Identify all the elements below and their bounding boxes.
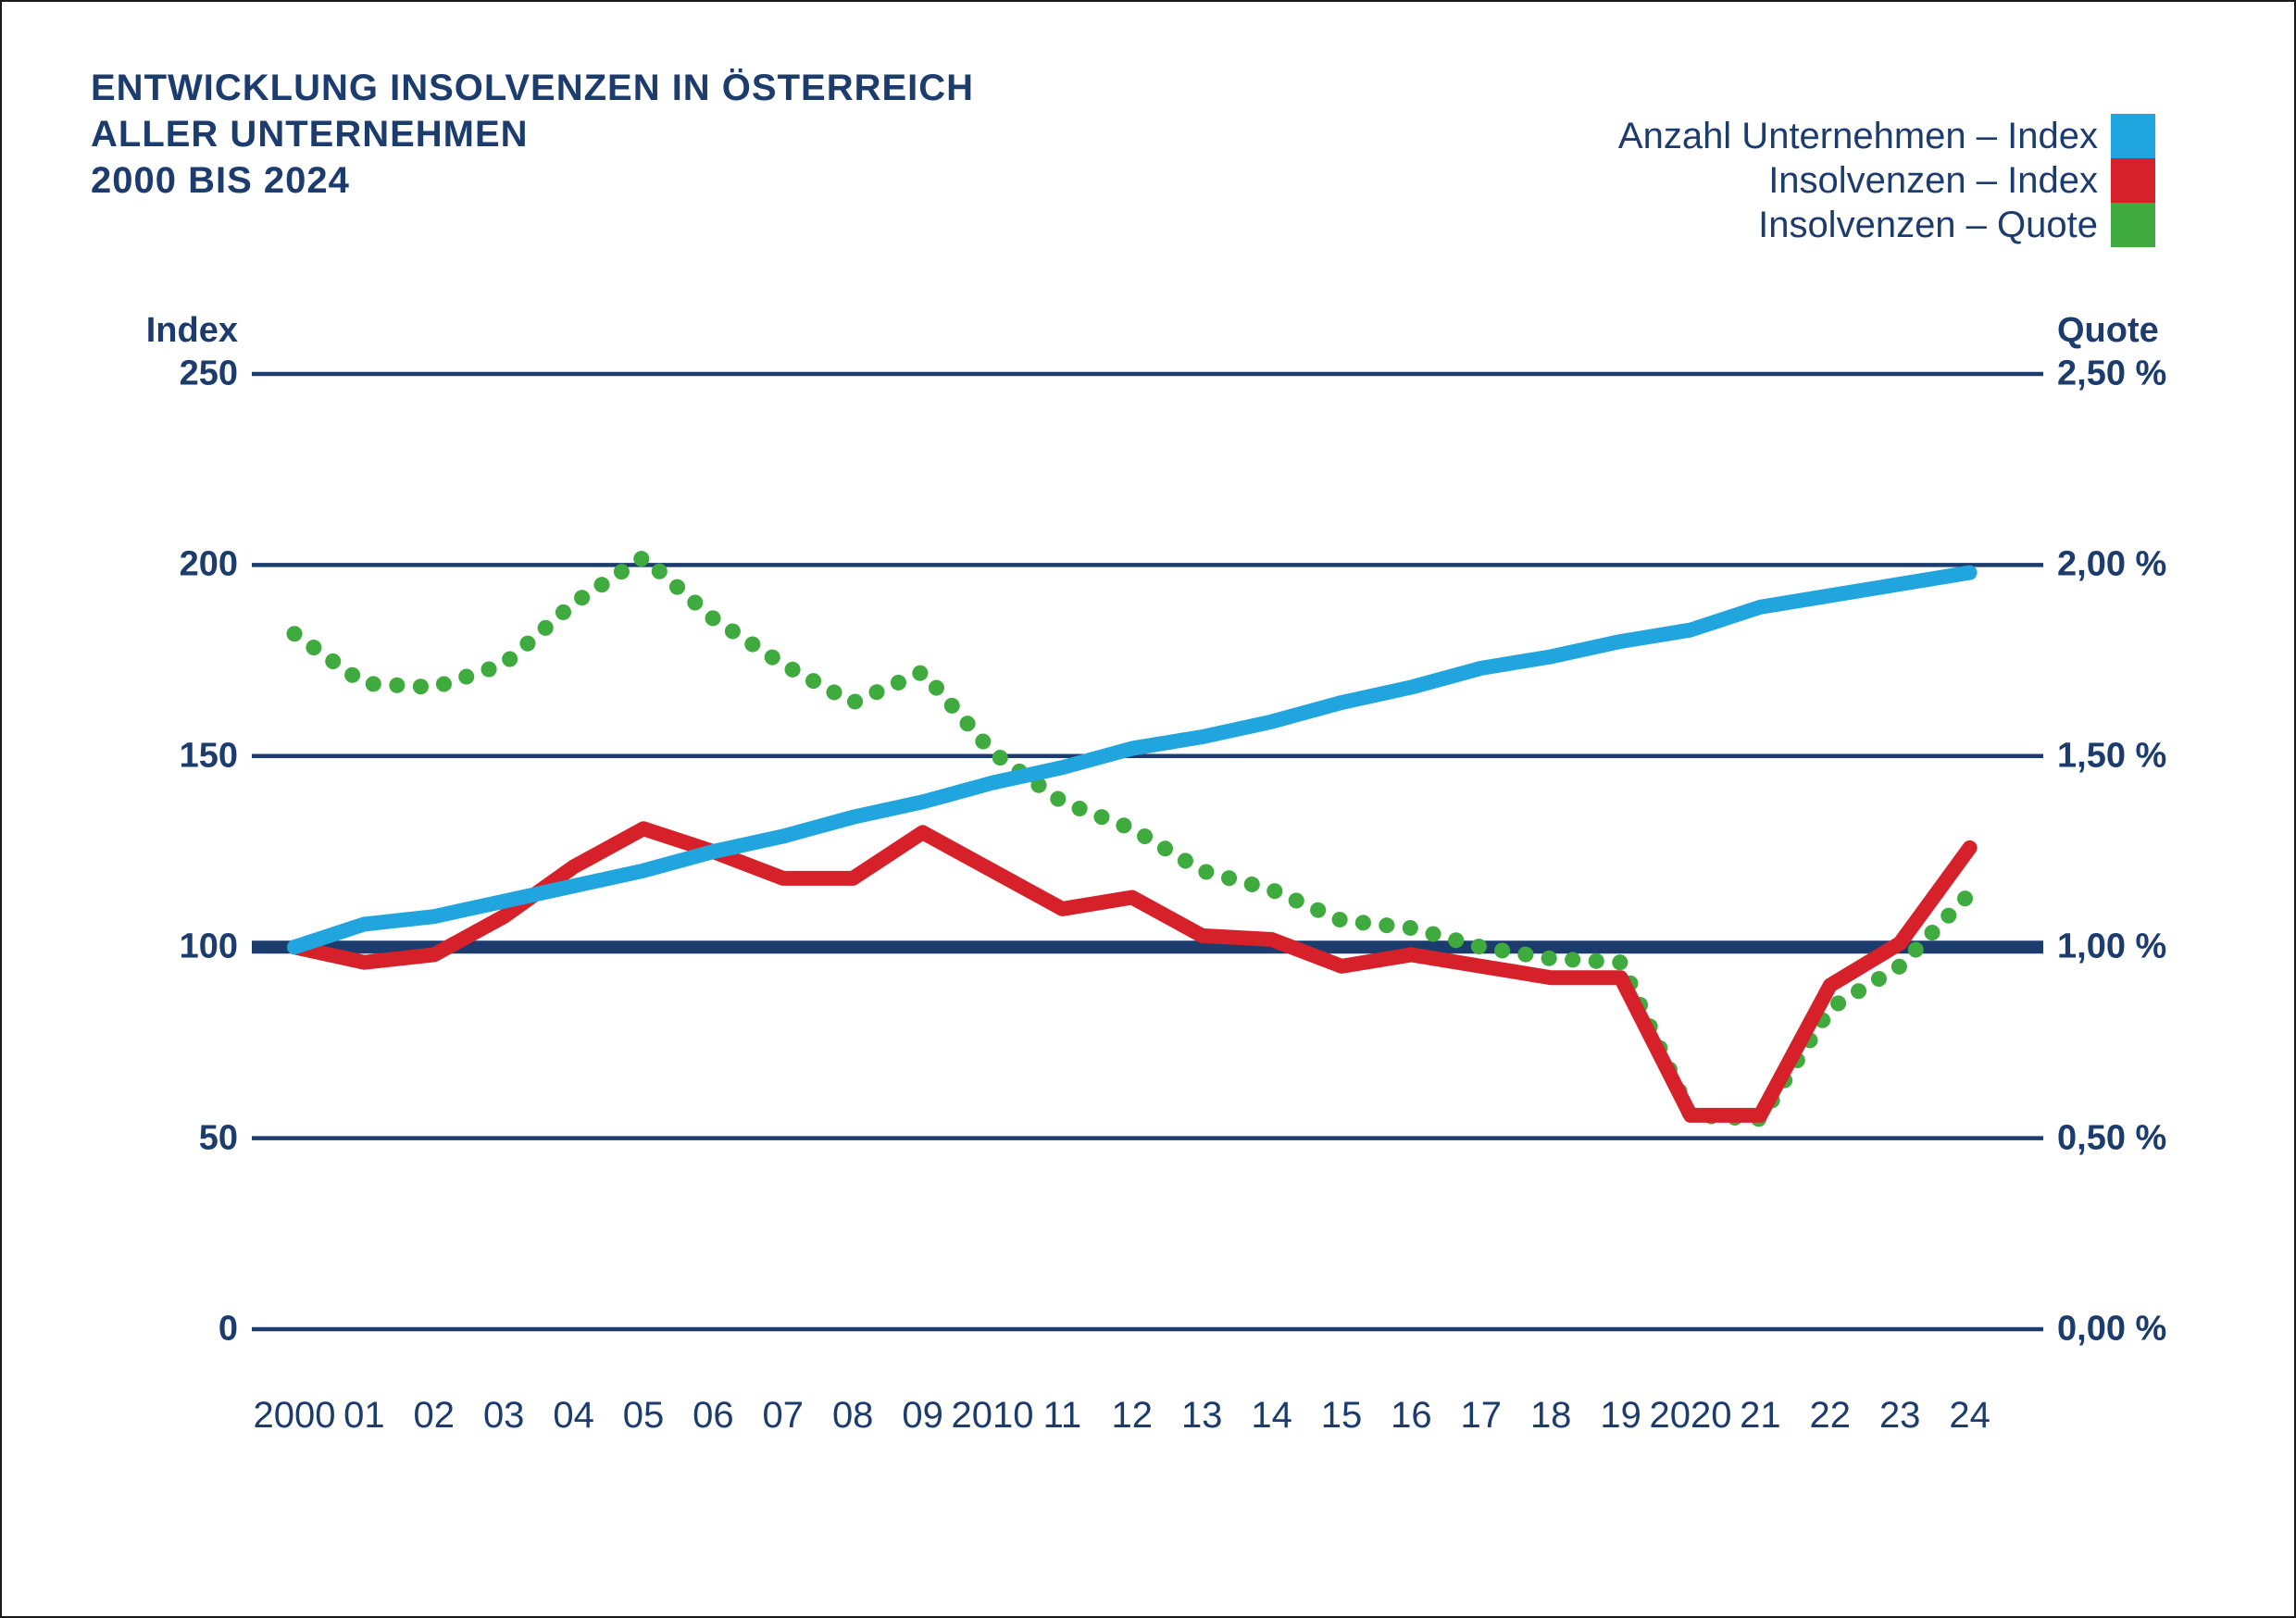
legend-row-2: Insolvenzen – Quote bbox=[1758, 203, 2155, 247]
x-label-19: 19 bbox=[1600, 1395, 1641, 1436]
chart-title-line2: ALLER UNTERNEHMEN bbox=[91, 114, 529, 155]
series-insolvenzen-index bbox=[287, 821, 1978, 1123]
x-label-15: 15 bbox=[1320, 1395, 1363, 1436]
x-label-02: 02 bbox=[413, 1395, 455, 1436]
left-tick-100: 100 bbox=[179, 927, 238, 966]
x-label-03: 03 bbox=[482, 1395, 525, 1436]
x-label-12: 12 bbox=[1111, 1395, 1154, 1436]
x-label-16: 16 bbox=[1391, 1395, 1432, 1436]
x-label-23: 23 bbox=[1878, 1395, 1921, 1436]
series-insolvenzen-quote-dotted bbox=[286, 549, 1978, 1127]
chart-title-line3: 2000 BIS 2024 bbox=[91, 160, 350, 201]
legend-label-0: Anzahl Unternehmen – Index bbox=[1617, 115, 2098, 156]
left-tick-150: 150 bbox=[179, 736, 238, 776]
x-label-08: 08 bbox=[831, 1395, 874, 1436]
left-tick-250: 250 bbox=[179, 354, 238, 393]
legend-row-0: Anzahl Unternehmen – Index bbox=[1618, 114, 2155, 158]
x-label-2020: 2020 bbox=[1649, 1395, 1732, 1436]
right-tick-1,00%: 1,00 % bbox=[2057, 927, 2167, 966]
right-tick-1,50%: 1,50 % bbox=[2057, 736, 2167, 776]
x-label-18: 18 bbox=[1529, 1395, 1572, 1436]
x-label-07: 07 bbox=[762, 1395, 805, 1436]
legend-swatch-0 bbox=[2111, 114, 2155, 158]
chart-title: ENTWICKLUNG INSOLVENZEN IN ÖSTERREICH AL… bbox=[91, 65, 974, 204]
legend-swatch-2 bbox=[2111, 203, 2155, 247]
right-tick-0,00%: 0,00 % bbox=[2057, 1309, 2167, 1349]
right-tick-0,50%: 0,50 % bbox=[2057, 1118, 2167, 1158]
right-tick-2,50%: 2,50 % bbox=[2057, 354, 2167, 393]
x-label-2000: 2000 bbox=[253, 1395, 336, 1436]
x-label-11: 11 bbox=[1042, 1395, 1082, 1436]
x-label-21: 21 bbox=[1740, 1395, 1781, 1436]
legend-swatch-1 bbox=[2111, 158, 2155, 203]
left-axis-title: Index bbox=[145, 311, 238, 350]
chart-title-line1: ENTWICKLUNG INSOLVENZEN IN ÖSTERREICH bbox=[91, 68, 975, 108]
right-axis-title: Quote bbox=[2057, 311, 2159, 350]
x-label-04: 04 bbox=[553, 1395, 594, 1436]
legend-row-1: Insolvenzen – Index bbox=[1768, 158, 2155, 203]
series-anzahl-unternehmen-index bbox=[287, 565, 1978, 955]
left-tick-50: 50 bbox=[198, 1118, 238, 1158]
x-label-05: 05 bbox=[622, 1395, 665, 1436]
x-label-2010: 2010 bbox=[951, 1395, 1034, 1436]
left-tick-200: 200 bbox=[179, 544, 238, 584]
legend-label-2: Insolvenzen – Quote bbox=[1758, 204, 2098, 245]
right-tick-2,00%: 2,00 % bbox=[2057, 544, 2167, 584]
legend-label-1: Insolvenzen – Index bbox=[1768, 159, 2098, 201]
left-tick-0: 0 bbox=[218, 1309, 238, 1349]
x-label-01: 01 bbox=[343, 1395, 385, 1436]
x-label-17: 17 bbox=[1460, 1395, 1503, 1436]
x-label-06: 06 bbox=[693, 1395, 734, 1436]
x-label-24: 24 bbox=[1949, 1395, 1990, 1436]
x-label-14: 14 bbox=[1251, 1395, 1292, 1436]
x-label-13: 13 bbox=[1180, 1395, 1223, 1436]
x-label-22: 22 bbox=[1809, 1395, 1852, 1436]
x-label-09: 09 bbox=[902, 1395, 943, 1436]
